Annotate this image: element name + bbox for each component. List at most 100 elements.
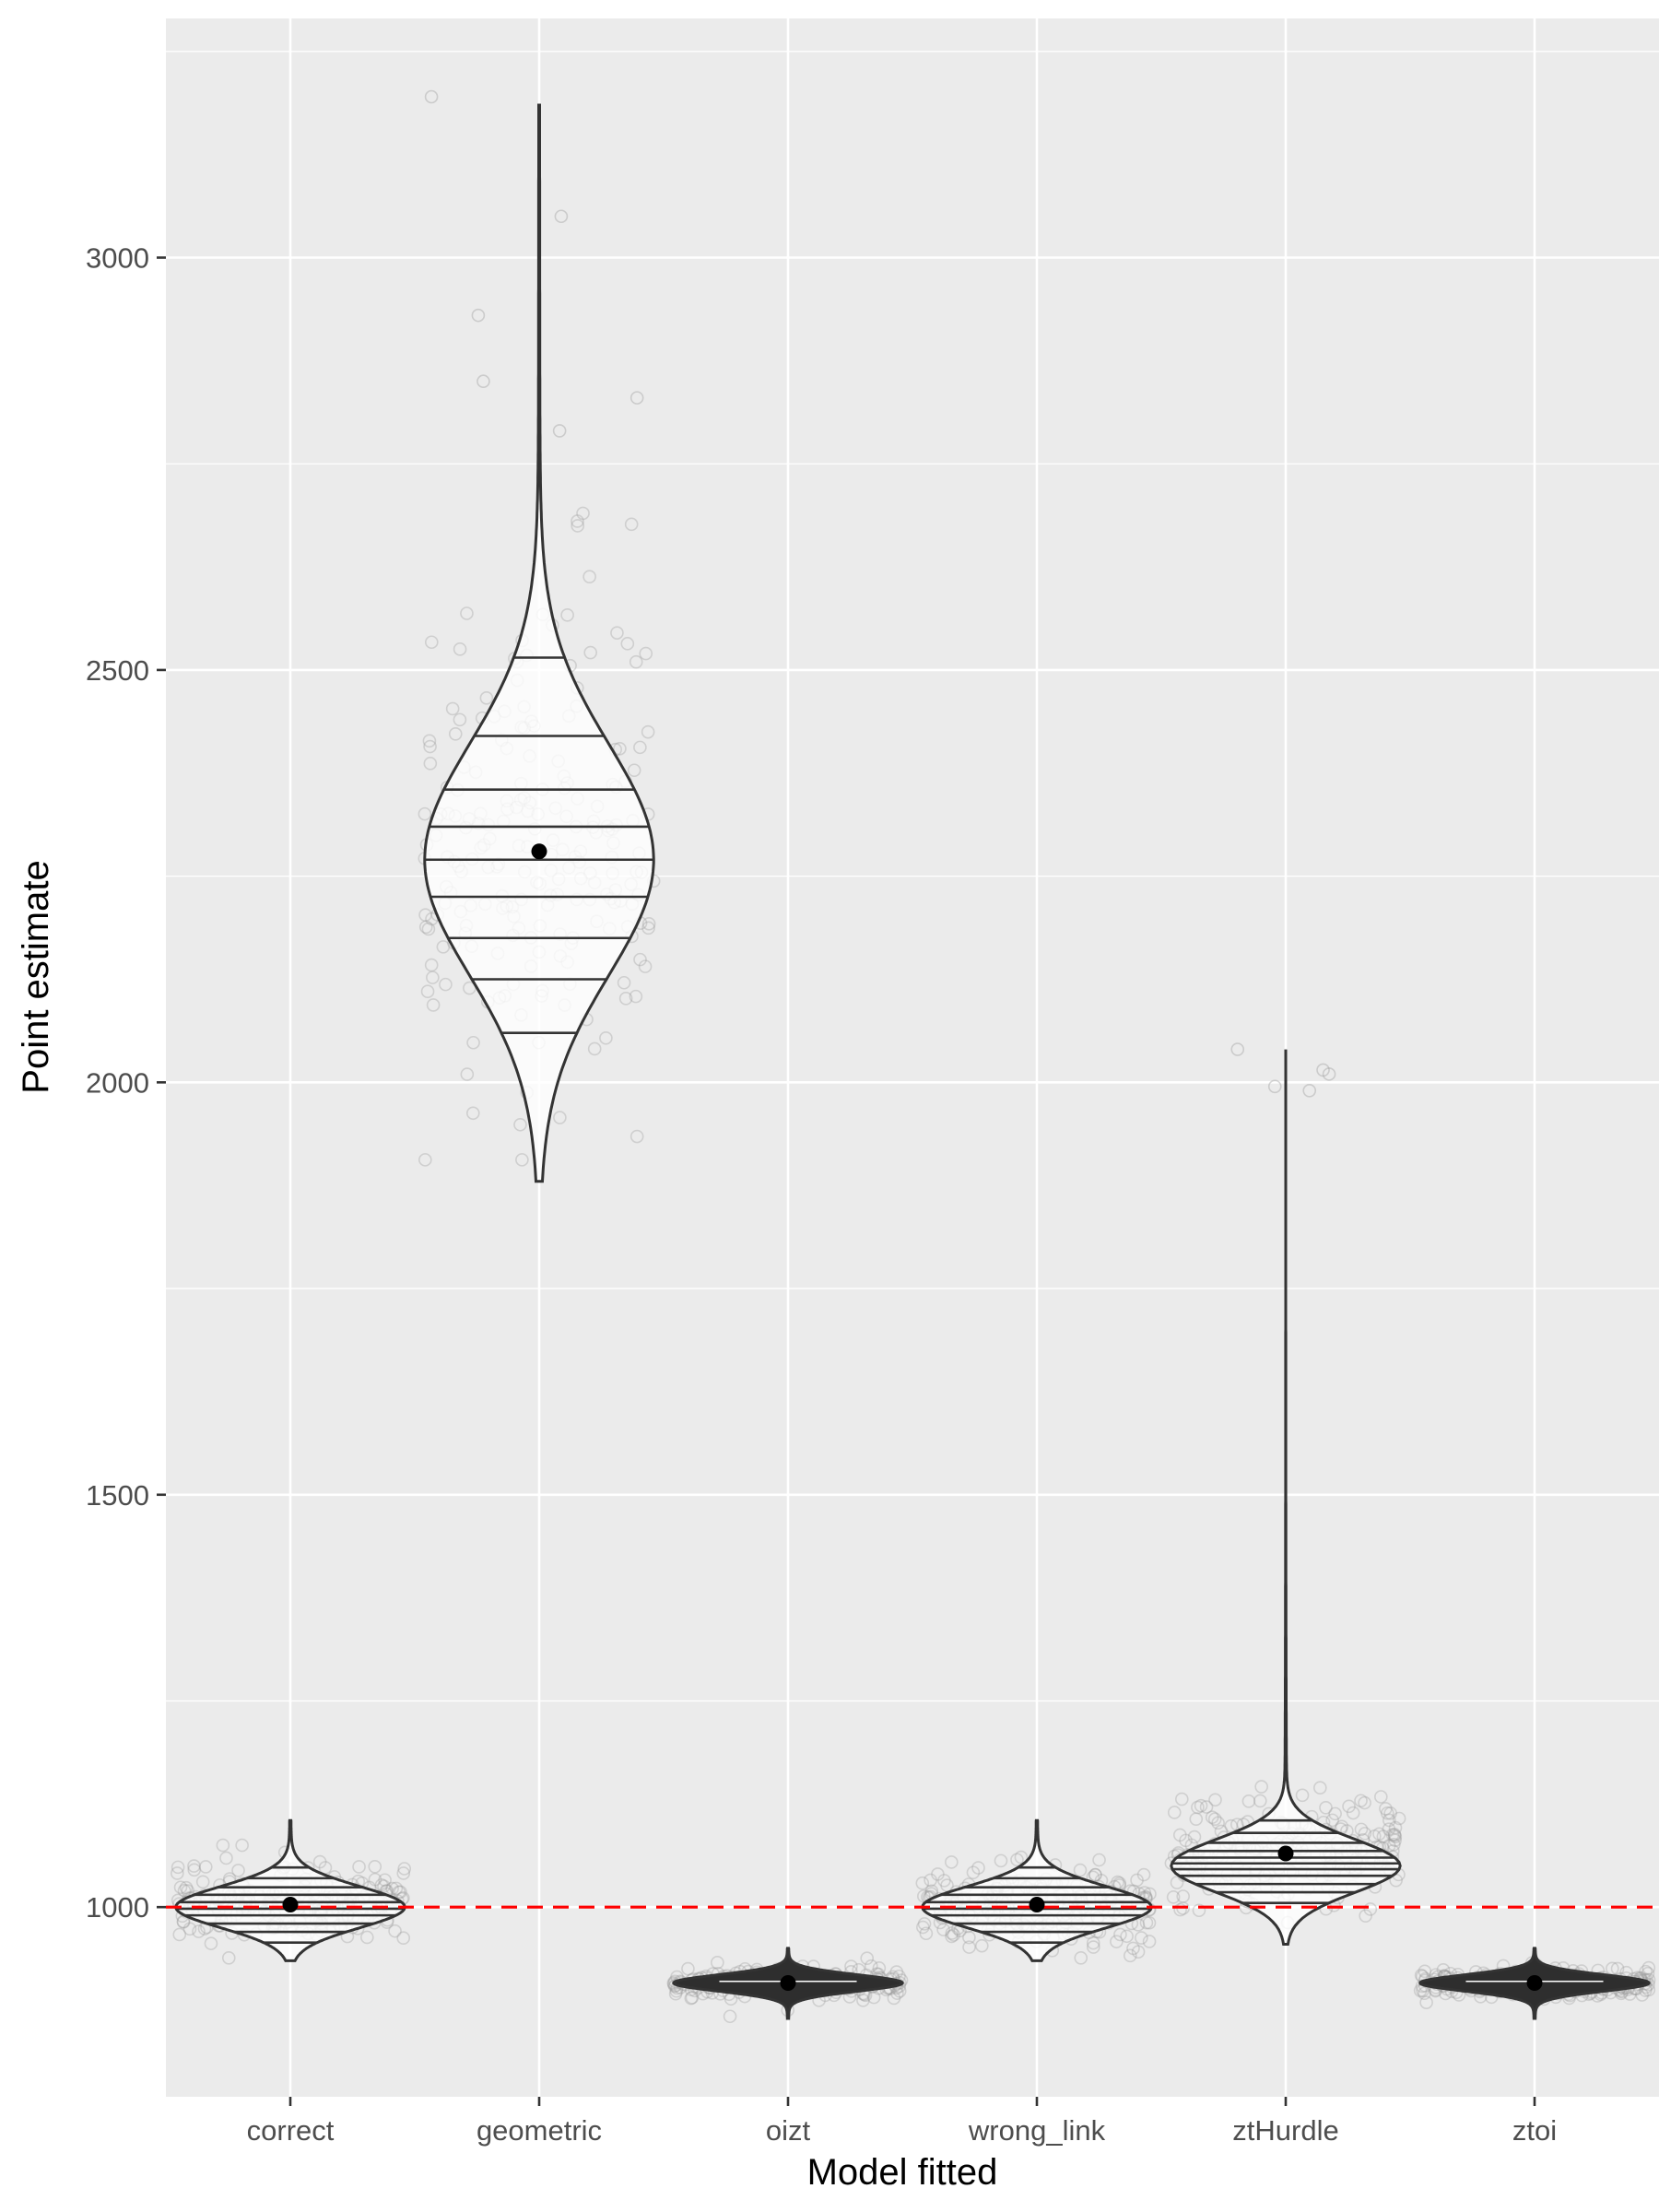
- jitter-point: [844, 1959, 858, 1973]
- outlier-point: [424, 89, 439, 104]
- y-tick-label: 3000: [86, 242, 149, 275]
- jitter-point: [171, 1860, 185, 1875]
- jitter-point: [1136, 1867, 1151, 1882]
- mean-point-wrong_link: [1029, 1897, 1045, 1913]
- jitter-point: [1382, 1839, 1396, 1853]
- outlier-point: [471, 308, 486, 323]
- jitter-point: [465, 1106, 480, 1121]
- jitter-point: [479, 691, 494, 705]
- jitter-point: [423, 739, 437, 754]
- jitter-point: [1610, 1961, 1625, 1976]
- outlier-point: [552, 424, 567, 438]
- jitter-point: [1641, 1960, 1656, 1975]
- jitter-point: [198, 1860, 213, 1874]
- jitter-point: [1207, 1812, 1222, 1827]
- jitter-point: [576, 506, 590, 521]
- y-tick-label: 1000: [86, 1891, 149, 1924]
- jitter-point: [179, 1880, 194, 1895]
- jitter-point: [235, 1838, 249, 1853]
- jitter-point: [418, 920, 433, 935]
- jitter-point: [1241, 1794, 1256, 1808]
- jitter-point: [860, 1951, 875, 1965]
- jitter-point: [1194, 1798, 1208, 1813]
- jitter-point: [1074, 1951, 1088, 1965]
- violin-wrong_link: [921, 1818, 1153, 1962]
- jitter-point: [890, 1986, 904, 2000]
- mean-point-geometric: [531, 843, 547, 860]
- jitter-point: [1205, 1810, 1219, 1825]
- jitter-point: [171, 1866, 184, 1880]
- jitter-point: [966, 1865, 981, 1879]
- outlier-point: [1316, 1063, 1330, 1077]
- jitter-point: [374, 1877, 389, 1892]
- jitter-point: [394, 1885, 407, 1900]
- jitter-point: [1191, 1800, 1205, 1815]
- jitter-point: [460, 606, 474, 620]
- y-tick-label: 2500: [86, 654, 149, 687]
- jitter-point: [1211, 1816, 1225, 1830]
- jitter-point: [1359, 1909, 1372, 1923]
- violin-correct: [174, 1818, 406, 1962]
- jitter-point: [1110, 1935, 1124, 1948]
- jitter-point: [1380, 1806, 1394, 1820]
- jitter-point: [1172, 1828, 1187, 1842]
- jitter-point: [1635, 1988, 1649, 2002]
- outlier-point: [1302, 1083, 1317, 1098]
- jitter-point: [1418, 1964, 1432, 1979]
- jitter-point: [192, 1924, 206, 1938]
- jitter-point: [1111, 1875, 1124, 1889]
- violin-ztHurdle: [1170, 1049, 1402, 1946]
- mean-point-correct: [282, 1897, 299, 1913]
- jitter-point: [587, 1041, 602, 1056]
- jitter-point: [1388, 1833, 1402, 1848]
- jitter-point: [638, 959, 653, 973]
- jitter-point: [629, 1129, 644, 1144]
- jitter-point: [436, 940, 451, 954]
- jitter-point: [1379, 1802, 1393, 1816]
- jitter-point: [1123, 1948, 1137, 1963]
- outlier-point: [1322, 1067, 1336, 1081]
- jitter-point: [864, 1959, 878, 1973]
- jitter-point: [681, 1961, 695, 1976]
- jitter-point: [1383, 1806, 1397, 1820]
- jitter-point: [389, 1881, 404, 1896]
- jitter-point: [423, 757, 438, 771]
- jitter-point: [571, 514, 584, 528]
- jitter-point: [187, 1863, 202, 1877]
- jitter-point: [424, 635, 439, 650]
- jitter-point: [195, 1875, 210, 1889]
- jitter-point: [629, 989, 643, 1004]
- jitter-point: [177, 1884, 192, 1898]
- jitter-point: [460, 1067, 475, 1081]
- jitter-point: [924, 1873, 937, 1888]
- jitter-point: [466, 1035, 480, 1050]
- jitter-point: [962, 1930, 976, 1945]
- jitter-point: [1208, 1793, 1222, 1807]
- jitter-point: [613, 741, 627, 756]
- jitter-point: [1387, 1837, 1401, 1852]
- jitter-point: [377, 1879, 391, 1893]
- jitter-point: [1254, 1780, 1268, 1794]
- jitter-point: [453, 712, 467, 727]
- jitter-point: [1173, 1902, 1187, 1917]
- jitter-point: [368, 1872, 382, 1887]
- jitter-point: [1387, 1827, 1402, 1841]
- outlier-point: [629, 391, 644, 405]
- x-tick-label-ztoi: ztoi: [1512, 2114, 1557, 2147]
- jitter-point: [931, 1867, 945, 1881]
- jitter-point: [1174, 1792, 1189, 1806]
- jitter-point: [887, 1991, 901, 2006]
- jitter-point: [1436, 1963, 1451, 1977]
- jitter-point: [1187, 1830, 1202, 1844]
- mean-point-ztHurdle: [1277, 1845, 1294, 1862]
- jitter-point: [515, 1153, 529, 1167]
- jitter-point: [418, 908, 432, 922]
- jitter-point: [1385, 1828, 1400, 1841]
- jitter-point: [1639, 1964, 1653, 1979]
- jitter-point: [633, 952, 647, 967]
- jitter-point: [187, 1859, 201, 1873]
- x-tick-label-ztHurdle: ztHurdle: [1232, 2114, 1338, 2147]
- jitter-point: [620, 637, 635, 651]
- jitter-point: [571, 519, 585, 533]
